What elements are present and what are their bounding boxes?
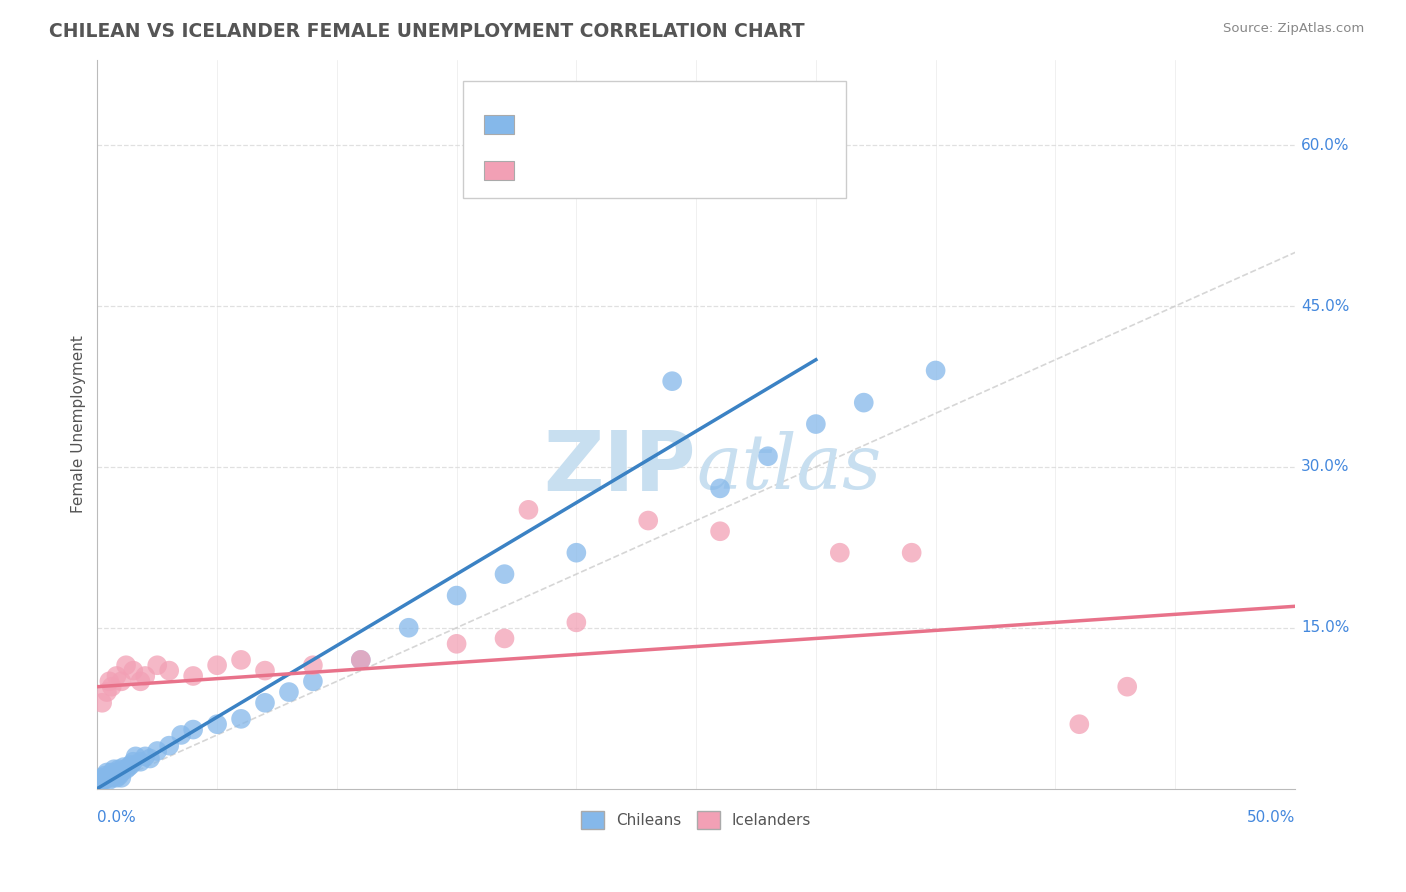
Text: R = 0.744: R = 0.744: [529, 115, 619, 134]
Point: [1069, 717, 1091, 731]
Text: 15.0%: 15.0%: [1301, 620, 1350, 635]
Point: [108, 762, 131, 776]
Point: [517, 503, 540, 517]
Point: [110, 765, 132, 780]
Point: [93, 772, 115, 787]
Point: [105, 771, 128, 785]
Point: [565, 615, 588, 630]
Text: Source: ZipAtlas.com: Source: ZipAtlas.com: [1223, 22, 1364, 36]
Point: [709, 482, 731, 496]
Point: [446, 589, 468, 603]
Point: [105, 669, 128, 683]
Point: [122, 755, 145, 769]
Point: [494, 632, 516, 646]
Point: [100, 771, 122, 785]
Point: [205, 717, 228, 731]
Point: [115, 658, 138, 673]
Point: [170, 728, 193, 742]
Text: CHILEAN VS ICELANDER FEMALE UNEMPLOYMENT CORRELATION CHART: CHILEAN VS ICELANDER FEMALE UNEMPLOYMENT…: [49, 22, 804, 41]
Point: [122, 664, 145, 678]
Point: [110, 771, 132, 785]
FancyBboxPatch shape: [463, 81, 846, 198]
Point: [494, 567, 516, 582]
Point: [278, 685, 301, 699]
Point: [350, 653, 373, 667]
Point: [709, 524, 731, 539]
Point: [565, 546, 588, 560]
Point: [124, 749, 146, 764]
Point: [91, 772, 114, 787]
Text: N = 28: N = 28: [690, 161, 752, 179]
Point: [100, 680, 122, 694]
Point: [756, 449, 779, 463]
Point: [110, 674, 132, 689]
Point: [96, 685, 118, 699]
Point: [93, 769, 115, 783]
Text: 0.0%: 0.0%: [97, 811, 136, 825]
Point: [900, 546, 922, 560]
Point: [91, 696, 114, 710]
Point: [302, 658, 325, 673]
Point: [924, 363, 946, 377]
Point: [96, 771, 118, 785]
Point: [108, 769, 131, 783]
Point: [89, 776, 111, 790]
Text: ZIP: ZIP: [544, 427, 696, 508]
Y-axis label: Female Unemployment: Female Unemployment: [72, 335, 86, 513]
Point: [105, 765, 128, 780]
Point: [91, 771, 114, 785]
FancyBboxPatch shape: [484, 115, 515, 134]
Point: [134, 669, 156, 683]
Point: [828, 546, 851, 560]
Point: [103, 762, 125, 776]
Point: [637, 514, 659, 528]
Point: [129, 755, 152, 769]
Point: [398, 621, 420, 635]
Point: [120, 758, 142, 772]
Point: [253, 696, 276, 710]
Text: 45.0%: 45.0%: [1301, 299, 1350, 314]
Point: [98, 769, 121, 783]
Point: [350, 653, 373, 667]
Text: 50.0%: 50.0%: [1247, 811, 1295, 825]
Point: [112, 760, 135, 774]
Legend: Chileans, Icelanders: Chileans, Icelanders: [575, 805, 817, 836]
Point: [103, 769, 125, 783]
Point: [146, 658, 169, 673]
Point: [229, 653, 252, 667]
Text: atlas: atlas: [696, 431, 882, 505]
Point: [804, 417, 827, 431]
Point: [181, 669, 204, 683]
Point: [100, 765, 122, 780]
Point: [117, 760, 139, 774]
Point: [852, 395, 875, 409]
Text: R = 0.252: R = 0.252: [529, 161, 619, 179]
Point: [146, 744, 169, 758]
Point: [302, 674, 325, 689]
Text: 60.0%: 60.0%: [1301, 138, 1350, 153]
Point: [1116, 680, 1139, 694]
Point: [205, 658, 228, 673]
Point: [229, 712, 252, 726]
Text: N = 48: N = 48: [690, 115, 752, 134]
Point: [253, 664, 276, 678]
FancyBboxPatch shape: [484, 161, 515, 179]
Point: [181, 723, 204, 737]
Point: [129, 674, 152, 689]
Point: [96, 765, 118, 780]
Point: [661, 374, 683, 388]
Point: [139, 751, 162, 765]
Point: [157, 739, 180, 753]
Point: [446, 637, 468, 651]
Point: [134, 749, 156, 764]
Point: [115, 762, 138, 776]
Text: 30.0%: 30.0%: [1301, 459, 1350, 475]
Point: [157, 664, 180, 678]
Point: [98, 674, 121, 689]
Point: [98, 772, 121, 787]
